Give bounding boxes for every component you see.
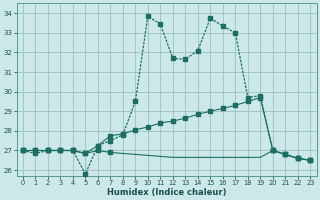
X-axis label: Humidex (Indice chaleur): Humidex (Indice chaleur) — [107, 188, 226, 197]
